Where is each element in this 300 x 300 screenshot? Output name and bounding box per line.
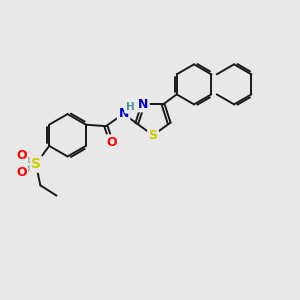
Text: O: O [16, 149, 27, 162]
Text: N: N [118, 107, 129, 120]
Text: O: O [106, 136, 117, 149]
Text: S: S [148, 129, 158, 142]
Text: O: O [16, 166, 27, 179]
Text: H: H [126, 102, 134, 112]
Text: N: N [138, 98, 148, 111]
Text: S: S [31, 157, 41, 171]
